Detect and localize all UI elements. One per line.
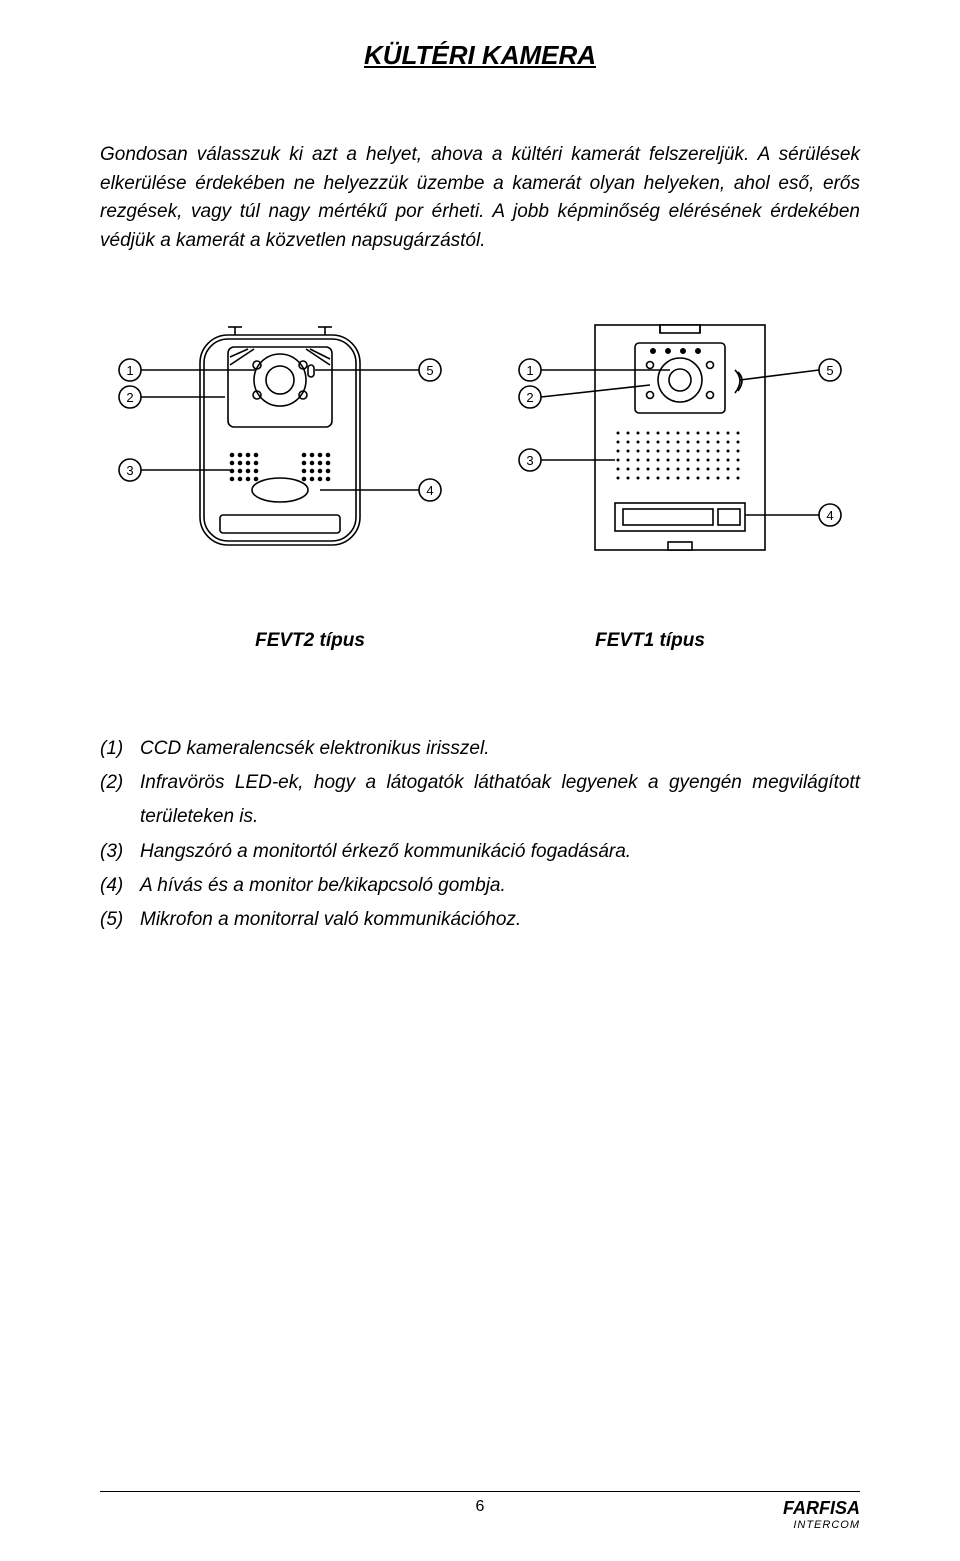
list-item: (3) Hangszóró a monitortól érkező kommun…: [100, 835, 860, 869]
list-item: (2) Infravörös LED-ek, hogy a látogatók …: [100, 766, 860, 834]
diagram-row: 1 2 3 5 4: [100, 315, 860, 570]
diagram-fevt2: 1 2 3 5 4: [110, 315, 450, 570]
caption-fevt2: FEVT2 típus: [255, 630, 365, 652]
list-num: (1): [100, 732, 140, 766]
svg-text:2: 2: [126, 390, 133, 405]
svg-text:2: 2: [526, 390, 533, 405]
page-footer: 6 FARFISA INTERCOM: [100, 1491, 860, 1531]
list-item: (1) CCD kameralencsék elektronikus iriss…: [100, 732, 860, 766]
diagram-fevt1: 1 2 3 5 4: [510, 315, 850, 570]
list-num: (2): [100, 766, 140, 834]
intro-paragraph: Gondosan válasszuk ki azt a helyet, ahov…: [100, 141, 860, 255]
list-text: A hívás és a monitor be/kikapcsoló gombj…: [140, 869, 860, 903]
list-num: (4): [100, 869, 140, 903]
page-number: 6: [353, 1498, 606, 1516]
list-num: (3): [100, 835, 140, 869]
list-num: (5): [100, 903, 140, 937]
svg-text:1: 1: [126, 363, 133, 378]
svg-text:3: 3: [526, 453, 533, 468]
list-text: Infravörös LED-ek, hogy a látogatók láth…: [140, 766, 860, 834]
list-item: (4) A hívás és a monitor be/kikapcsoló g…: [100, 869, 860, 903]
footer-brand: FARFISA: [607, 1498, 860, 1519]
footer-subbrand: INTERCOM: [607, 1519, 860, 1531]
svg-text:4: 4: [426, 483, 433, 498]
svg-text:5: 5: [426, 363, 433, 378]
list-text: Hangszóró a monitortól érkező kommunikác…: [140, 835, 860, 869]
list-text: CCD kameralencsék elektronikus irisszel.: [140, 732, 860, 766]
caption-fevt1: FEVT1 típus: [595, 630, 705, 652]
svg-text:5: 5: [826, 363, 833, 378]
list-text: Mikrofon a monitorral való kommunikációh…: [140, 903, 860, 937]
caption-row: FEVT2 típus FEVT1 típus: [100, 630, 860, 652]
svg-text:3: 3: [126, 463, 133, 478]
legend-list: (1) CCD kameralencsék elektronikus iriss…: [100, 732, 860, 937]
svg-text:1: 1: [526, 363, 533, 378]
page-title: KÜLTÉRI KAMERA: [100, 40, 860, 71]
list-item: (5) Mikrofon a monitorral való kommuniká…: [100, 903, 860, 937]
svg-text:4: 4: [826, 508, 833, 523]
